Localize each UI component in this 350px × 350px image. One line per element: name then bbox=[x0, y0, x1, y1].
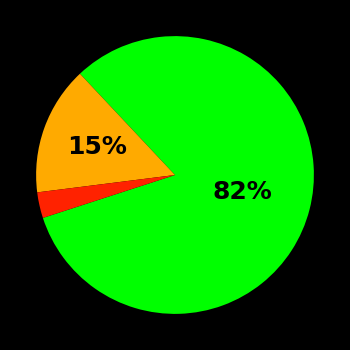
Wedge shape bbox=[36, 74, 175, 193]
Text: 15%: 15% bbox=[66, 135, 127, 159]
Wedge shape bbox=[37, 175, 175, 218]
Text: 82%: 82% bbox=[212, 180, 272, 204]
Wedge shape bbox=[43, 36, 314, 314]
